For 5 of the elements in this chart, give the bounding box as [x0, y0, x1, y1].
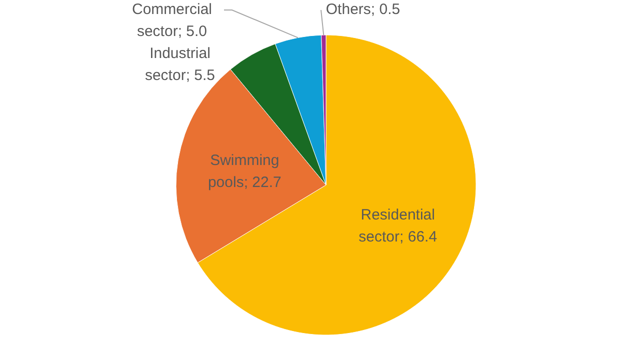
slice-label: Industrial sector; 5.5	[144, 45, 216, 84]
slice-label: Commercial sector; 5.0	[132, 1, 212, 40]
slice-label: Swimming pools; 22.7	[208, 152, 282, 192]
slice-label: Residential sector; 66.4	[358, 206, 438, 246]
slice-label: Others; 0.5	[326, 1, 400, 18]
